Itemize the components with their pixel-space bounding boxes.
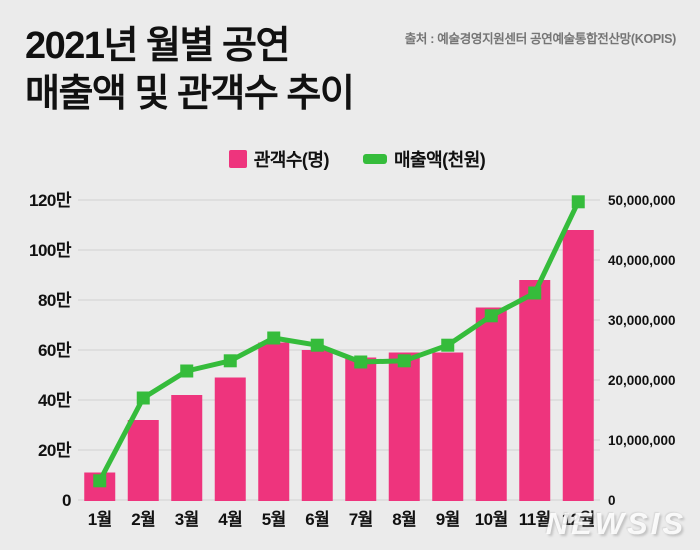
x-axis-label-11월: 11월 — [519, 510, 551, 529]
line-marker-5월 — [267, 331, 281, 345]
x-axis-label-4월: 4월 — [218, 510, 242, 529]
source-credit: 출처 : 예술경영지원센터 공연예술통합전산망(KOPIS) — [404, 32, 677, 46]
left-axis-label: 0 — [62, 491, 71, 510]
right-axis-label: 30,000,000 — [608, 313, 676, 328]
legend-item-sales: 매출액(천원) — [362, 146, 486, 172]
line-marker-3월 — [180, 364, 194, 378]
line-marker-6월 — [310, 338, 324, 352]
x-axis-label-1월: 1월 — [88, 510, 112, 529]
page-title: 2021년 월별 공연 매출액 및 관객수 추이 — [25, 22, 355, 118]
sales-line — [97, 199, 581, 484]
left-axis-label: 120만 — [29, 191, 72, 210]
title-line-1: 2021년 월별 공연 — [25, 25, 290, 67]
bar-7월 — [345, 357, 377, 501]
bar-8월 — [388, 352, 420, 501]
line-marker-10월 — [484, 309, 498, 323]
line-marker-12월 — [571, 195, 585, 209]
line-marker-8월 — [397, 354, 411, 368]
bar-12월 — [562, 230, 594, 501]
line-marker-1월 — [93, 474, 107, 488]
bar-4월 — [214, 377, 246, 501]
chart-legend: 관객수(명) 매출액(천원) — [0, 146, 700, 172]
line-marker-2월 — [136, 391, 150, 405]
x-axis-label-7월: 7월 — [349, 510, 373, 529]
x-axis-label-3월: 3월 — [175, 510, 199, 529]
legend-item-audience: 관객수(명) — [228, 146, 330, 172]
line-marker-11월 — [528, 286, 542, 300]
chart-area: 120만 100만 80만 60만 40만 20만 0 50,000,000 40,000,00… — [0, 185, 700, 550]
legend-label-audience: 관객수(명) — [253, 150, 330, 170]
bar-11월 — [519, 280, 551, 501]
audience-swatch-icon — [228, 150, 247, 168]
bar-5월 — [258, 342, 290, 501]
bar-10월 — [475, 307, 507, 501]
bar-6월 — [301, 350, 333, 501]
legend-label-sales: 매출액(천원) — [393, 150, 486, 170]
line-marker-7월 — [354, 355, 368, 369]
x-axis-label-8월: 8월 — [392, 510, 416, 529]
x-axis-label-10월: 10월 — [475, 510, 508, 529]
left-axis-label: 40만 — [38, 391, 72, 410]
title-line-2: 매출액 및 관객수 추이 — [25, 73, 355, 115]
x-axis-label-12월: 12월 — [562, 510, 595, 529]
newsis-watermark: NEWSIS — [545, 506, 686, 541]
x-axis-label-9월: 9월 — [436, 510, 460, 529]
left-axis-label: 60만 — [38, 341, 72, 360]
bar-3월 — [171, 395, 203, 501]
chart-svg: 120만 100만 80만 60만 40만 20만 0 50,000,000 40,000,00… — [29, 191, 676, 529]
bar-2월 — [127, 420, 159, 501]
line-marker-4월 — [223, 354, 237, 368]
x-axis-label-2월: 2월 — [131, 510, 155, 529]
x-axis-label-6월: 6월 — [305, 510, 329, 529]
left-axis-label: 80만 — [38, 291, 72, 310]
line-marker-9월 — [441, 338, 455, 352]
sales-swatch-icon — [362, 154, 387, 164]
right-axis-label: 0 — [608, 493, 616, 508]
left-axis-label: 20만 — [38, 441, 72, 460]
right-axis-label: 20,000,000 — [608, 373, 676, 388]
right-axis-label: 50,000,000 — [608, 193, 676, 208]
right-axis-label: 40,000,000 — [608, 253, 676, 268]
x-axis-label-5월: 5월 — [262, 510, 286, 529]
bar-9월 — [432, 352, 464, 501]
left-axis-label: 100만 — [29, 241, 72, 260]
right-axis-label: 10,000,000 — [608, 433, 676, 448]
